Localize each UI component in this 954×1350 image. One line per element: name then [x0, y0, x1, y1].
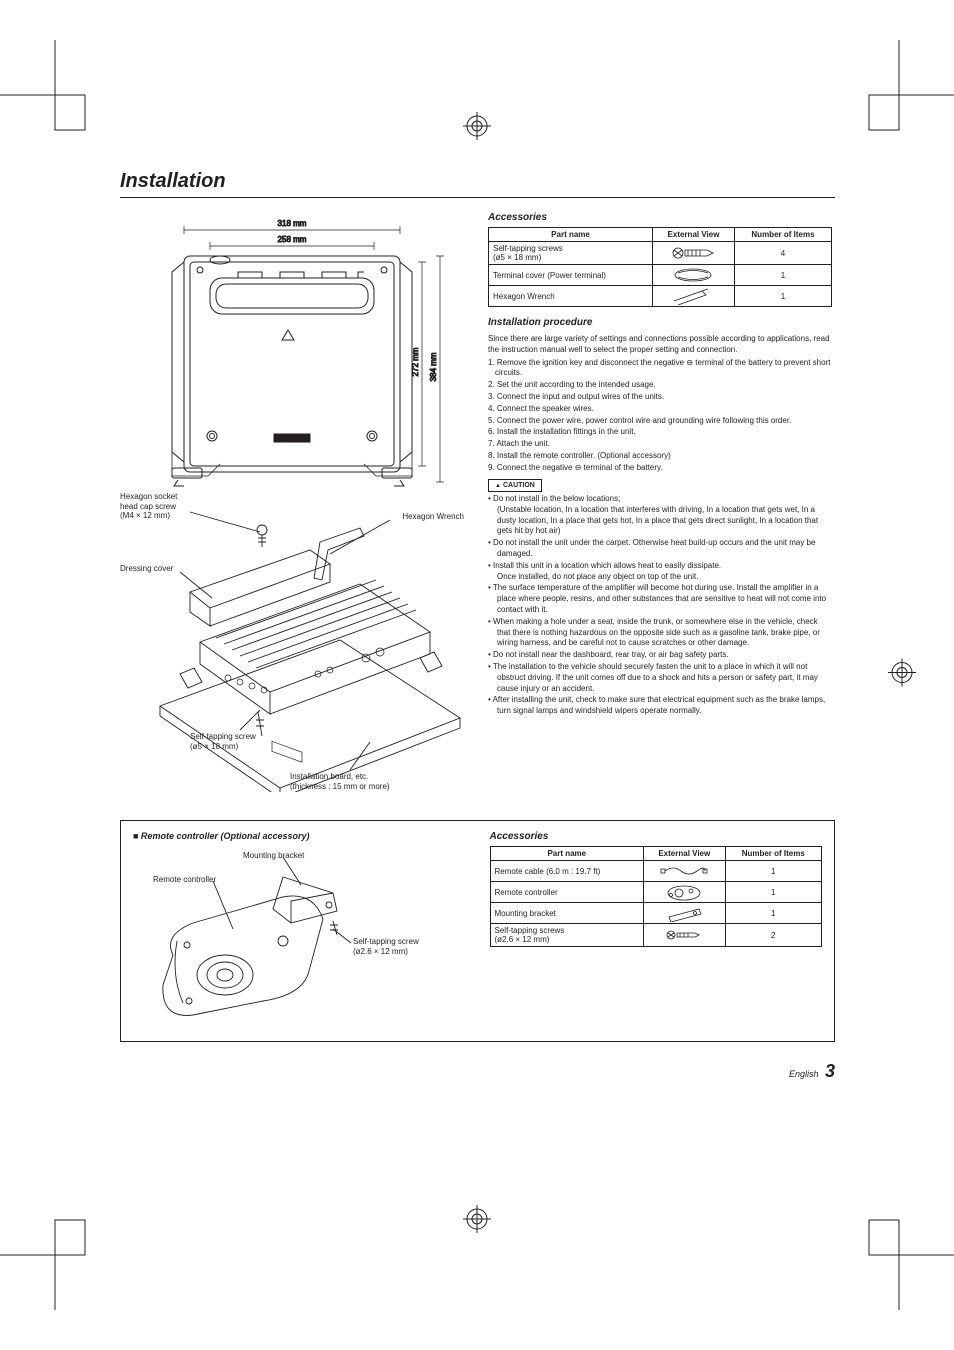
- top-view-diagram: 318 mm 258 mm: [120, 212, 464, 492]
- label-selftap-screw: Self-tapping screw (ø5 × 18 mm): [190, 732, 256, 751]
- caution-item: Install this unit in a location which al…: [488, 561, 832, 583]
- acc2-qty: 1: [725, 861, 821, 882]
- acc1-row: Self-tapping screws (ø5 × 18 mm) 4: [489, 242, 832, 265]
- crop-mark-bl: [0, 1210, 100, 1310]
- acc1-partname: Terminal cover (Power terminal): [489, 265, 653, 286]
- acc2-view-icon: [644, 861, 725, 882]
- caution-item: After installing the unit, check to make…: [488, 695, 832, 717]
- registration-mark-right: [888, 659, 916, 692]
- page-title: Installation: [120, 170, 835, 193]
- acc2-qty: 1: [725, 903, 821, 924]
- acc2-partname: Remote cable (6.0 m : 19.7 ft): [490, 861, 644, 882]
- acc2-view-icon: [644, 903, 725, 924]
- registration-mark-top: [463, 112, 491, 145]
- label-remote-screw: Self-tapping screw(ø2.6 × 12 mm): [353, 937, 419, 956]
- remote-controller-box: ■ Remote controller (Optional accessory)…: [120, 820, 835, 1042]
- acc1-partname: Self-tapping screws (ø5 × 18 mm): [489, 242, 653, 265]
- page-content: Installation 318 mm 258 mm: [120, 170, 835, 1042]
- acc1-row: Hexagon Wrench 1: [489, 286, 832, 307]
- svg-text:258 mm: 258 mm: [278, 235, 307, 244]
- caution-item: The installation to the vehicle should s…: [488, 662, 832, 694]
- caution-item: Do not install the unit under the carpet…: [488, 538, 832, 560]
- acc2-qty: 1: [725, 882, 821, 903]
- acc1-view-icon: [653, 242, 735, 265]
- caution-list: Do not install in the below locations; (…: [488, 494, 832, 717]
- acc2-qty: 2: [725, 924, 821, 947]
- caution-label: CAUTION: [488, 479, 542, 492]
- title-rule: [120, 197, 835, 198]
- accessories1-table: Part name External View Number of Items …: [488, 227, 832, 307]
- label-mounting-bracket: Mounting bracket: [243, 851, 304, 861]
- remote-diagram: Mounting bracket Remote controller Self-…: [133, 845, 466, 1025]
- acc1-col-qty: Number of Items: [734, 228, 831, 242]
- svg-text:318 mm: 318 mm: [278, 219, 307, 228]
- acc2-row: Remote controller 1: [490, 882, 822, 903]
- acc1-qty: 4: [734, 242, 831, 265]
- crop-mark-br: [854, 1210, 954, 1310]
- acc2-row: Self-tapping screws (ø2.6 × 12 mm) 2: [490, 924, 822, 947]
- right-column: Accessories Part name External View Numb…: [488, 212, 832, 792]
- crop-mark-tl: [0, 40, 100, 140]
- label-remote-controller: Remote controller: [153, 875, 216, 885]
- acc2-col-qty: Number of Items: [725, 847, 821, 861]
- procedure-step: 6. Install the installation fittings in …: [488, 427, 832, 438]
- caution-item: The surface temperature of the amplifier…: [488, 583, 832, 615]
- procedure-intro: Since there are large variety of setting…: [488, 334, 832, 356]
- procedure-step: 9. Connect the negative ⊖ terminal of th…: [488, 463, 832, 474]
- label-dressing-cover: Dressing cover: [120, 564, 173, 574]
- isometric-diagram: Hexagon socket head cap screw (M4 × 12 m…: [120, 492, 464, 792]
- procedure-step: 3. Connect the input and output wires of…: [488, 392, 832, 403]
- svg-text:384 mm: 384 mm: [429, 352, 438, 381]
- acc1-row: Terminal cover (Power terminal) 1: [489, 265, 832, 286]
- procedure-step: 7. Attach the unit.: [488, 439, 832, 450]
- acc1-view-icon: [653, 286, 735, 307]
- acc1-col-partname: Part name: [489, 228, 653, 242]
- footer-language: English: [789, 1069, 819, 1079]
- accessories2-table: Part name External View Number of Items …: [490, 846, 823, 947]
- acc1-view-icon: [653, 265, 735, 286]
- acc2-partname: Mounting bracket: [490, 903, 644, 924]
- procedure-step: 5. Connect the power wire, power control…: [488, 416, 832, 427]
- acc2-col-partname: Part name: [490, 847, 644, 861]
- crop-mark-tr: [854, 40, 954, 140]
- label-hex-screw: Hexagon socket head cap screw (M4 × 12 m…: [120, 492, 177, 521]
- procedure-step: 8. Install the remote controller. (Optio…: [488, 451, 832, 462]
- label-install-board: Installation board, etc. (thickness : 15…: [290, 772, 390, 791]
- acc2-partname: Self-tapping screws (ø2.6 × 12 mm): [490, 924, 644, 947]
- acc1-qty: 1: [734, 286, 831, 307]
- accessories1-heading: Accessories: [488, 212, 832, 223]
- acc2-view-icon: [644, 924, 725, 947]
- procedure-step: 2. Set the unit according to the intende…: [488, 380, 832, 391]
- procedure-step: 1. Remove the ignition key and disconnec…: [488, 358, 832, 380]
- acc2-partname: Remote controller: [490, 882, 644, 903]
- acc2-row: Mounting bracket 1: [490, 903, 822, 924]
- svg-text:272 mm: 272 mm: [411, 347, 420, 376]
- procedure-body: Since there are large variety of setting…: [488, 334, 832, 717]
- remote-heading: ■ Remote controller (Optional accessory): [133, 831, 466, 841]
- procedure-heading: Installation procedure: [488, 317, 832, 328]
- caution-item: Do not install in the below locations; (…: [488, 494, 832, 537]
- acc2-view-icon: [644, 882, 725, 903]
- acc1-col-view: External View: [653, 228, 735, 242]
- acc1-qty: 1: [734, 265, 831, 286]
- page-footer: English 3: [789, 1061, 835, 1082]
- accessories2-heading: Accessories: [490, 831, 823, 842]
- procedure-step: 4. Connect the speaker wires.: [488, 404, 832, 415]
- registration-mark-bottom: [463, 1205, 491, 1238]
- left-column: 318 mm 258 mm: [120, 212, 464, 792]
- acc2-row: Remote cable (6.0 m : 19.7 ft) 1: [490, 861, 822, 882]
- caution-item: Do not install near the dashboard, rear …: [488, 650, 832, 661]
- acc2-col-view: External View: [644, 847, 725, 861]
- footer-page-number: 3: [825, 1061, 835, 1081]
- label-hex-wrench: Hexagon Wrench: [402, 512, 464, 522]
- caution-item: When making a hole under a seat, inside …: [488, 617, 832, 649]
- acc1-partname: Hexagon Wrench: [489, 286, 653, 307]
